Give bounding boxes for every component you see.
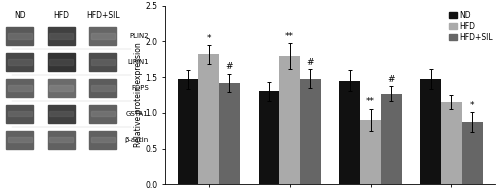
Bar: [462, 122, 482, 184]
Bar: [441, 102, 462, 184]
Bar: [90, 79, 116, 97]
Text: #: #: [226, 63, 233, 71]
Text: #: #: [306, 58, 314, 67]
Bar: [258, 91, 279, 184]
Bar: [48, 131, 74, 149]
Bar: [8, 111, 32, 116]
Bar: [48, 79, 74, 97]
Text: **: **: [366, 97, 375, 106]
Bar: [8, 85, 32, 91]
Bar: [48, 53, 74, 71]
Bar: [50, 137, 73, 142]
Bar: [6, 105, 33, 123]
Bar: [6, 79, 33, 97]
Bar: [91, 33, 114, 39]
Text: β-actin: β-actin: [124, 137, 148, 143]
Text: LIPIN1: LIPIN1: [127, 59, 148, 65]
Bar: [90, 131, 116, 149]
Y-axis label: Relative protein expression: Relative protein expression: [134, 43, 142, 147]
Text: *: *: [206, 34, 211, 43]
Bar: [8, 33, 32, 39]
Bar: [219, 83, 240, 184]
Bar: [91, 59, 114, 65]
Bar: [178, 79, 199, 184]
Bar: [48, 27, 74, 45]
Bar: [420, 79, 441, 184]
Text: HFD+SIL: HFD+SIL: [86, 11, 120, 20]
Bar: [50, 59, 73, 65]
Bar: [360, 120, 381, 184]
Bar: [6, 131, 33, 149]
Bar: [198, 54, 219, 184]
Legend: ND, HFD, HFD+SIL: ND, HFD, HFD+SIL: [448, 10, 494, 43]
Text: GSTA1: GSTA1: [126, 111, 148, 117]
Text: *: *: [470, 101, 474, 110]
Bar: [90, 53, 116, 71]
Bar: [6, 27, 33, 45]
Bar: [8, 137, 32, 142]
Bar: [340, 81, 360, 184]
Text: ND: ND: [14, 11, 26, 20]
Bar: [90, 105, 116, 123]
Bar: [8, 59, 32, 65]
Bar: [91, 111, 114, 116]
Bar: [381, 93, 402, 184]
Bar: [50, 85, 73, 91]
Bar: [279, 56, 300, 184]
Bar: [50, 33, 73, 39]
Bar: [6, 53, 33, 71]
Text: FDPS: FDPS: [131, 85, 148, 91]
Bar: [90, 27, 116, 45]
Text: #: #: [388, 75, 395, 84]
Text: **: **: [285, 32, 294, 41]
Text: PLIN2: PLIN2: [129, 33, 148, 39]
Bar: [50, 111, 73, 116]
Bar: [300, 79, 320, 184]
Text: HFD: HFD: [54, 11, 70, 20]
Bar: [91, 137, 114, 142]
Bar: [48, 105, 74, 123]
Bar: [91, 85, 114, 91]
